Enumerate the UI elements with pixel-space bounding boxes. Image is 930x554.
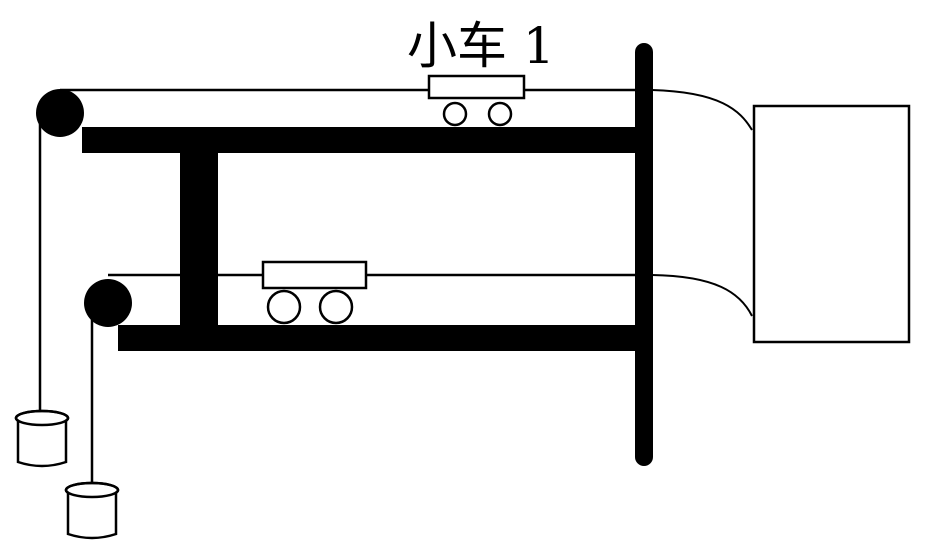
upper-wire [651, 89, 753, 131]
lower-track-board [118, 325, 652, 351]
upper-track-board [82, 127, 652, 153]
lower-bucket [64, 481, 120, 540]
cart-1 [427, 74, 526, 127]
control-box [752, 104, 911, 344]
cart-1-label: 小车 1 [407, 17, 555, 75]
cart-1-wheel-left [442, 101, 468, 127]
cart-2 [261, 260, 368, 325]
cart-1-wheel-right [487, 101, 513, 127]
lower-pulley [84, 279, 132, 327]
upper-pulley [36, 89, 84, 137]
lower-wire [651, 274, 753, 317]
cart-2-wheel-left [266, 289, 302, 325]
cart-2-wheel-right [318, 289, 354, 325]
board-support-post [180, 153, 218, 325]
upper-bucket [14, 409, 70, 468]
